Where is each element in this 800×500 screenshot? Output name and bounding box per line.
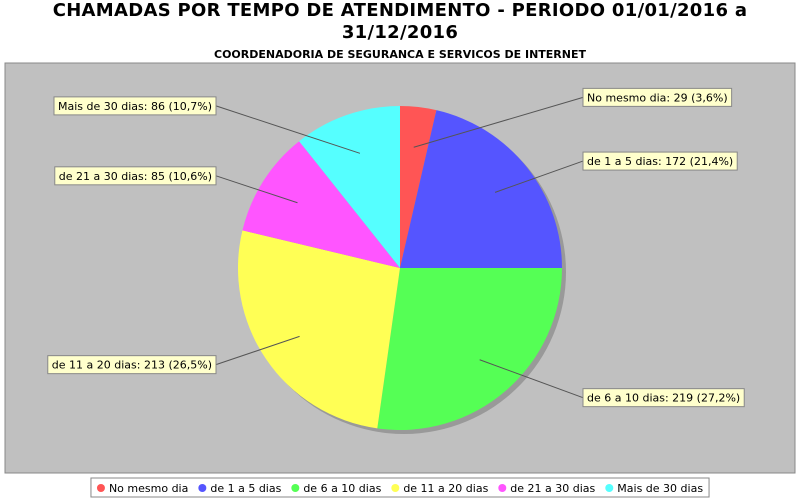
legend-label: No mesmo dia [109, 482, 188, 495]
legend-swatch [498, 484, 507, 492]
legend-label: de 21 a 30 dias [510, 482, 595, 495]
pie-slice [238, 230, 400, 429]
legend-label: Mais de 30 dias [617, 482, 703, 495]
slice-label: de 21 a 30 dias: 85 (10,6%) [59, 170, 212, 183]
legend-swatch [605, 484, 614, 492]
label-box [47, 355, 217, 375]
slice-label: de 11 a 20 dias: 213 (26,5%) [52, 359, 212, 372]
label-box [53, 96, 217, 116]
pie-slice [242, 141, 400, 268]
chart-title: CHAMADAS POR TEMPO DE ATENDIMENTO - PERI… [52, 0, 748, 43]
pie-slice [299, 106, 400, 268]
legend-label: de 1 a 5 dias [210, 482, 281, 495]
label-connector [215, 105, 361, 154]
label-box [54, 166, 217, 186]
legend-swatch [391, 484, 400, 492]
legend-swatch [198, 484, 207, 492]
label-box [582, 151, 738, 171]
slice-label: Mais de 30 dias: 86 (10,7%) [58, 100, 212, 113]
chart-subtitle: COORDENADORIA DE SEGURANCA E SERVICOS DE… [214, 48, 586, 61]
label-connector [494, 160, 584, 193]
label-connector [413, 96, 584, 148]
label-box [582, 87, 733, 107]
pie-slice [377, 268, 562, 430]
label-connector [479, 359, 584, 399]
legend-label: de 6 a 10 dias [303, 482, 381, 495]
slice-label: de 6 a 10 dias: 219 (27,2%) [587, 392, 740, 405]
legend-box [90, 477, 710, 498]
label-box [582, 388, 745, 408]
label-connector [215, 335, 300, 366]
label-connector [215, 175, 298, 204]
legend-swatch [96, 484, 105, 492]
legend-label: de 11 a 20 dias [403, 482, 488, 495]
pie-slice [400, 106, 437, 268]
slice-label: de 1 a 5 dias: 172 (21,4%) [587, 155, 733, 168]
pie-slice [400, 110, 562, 268]
slice-label: No mesmo dia: 29 (3,6%) [587, 91, 728, 104]
legend-swatch [291, 484, 300, 492]
